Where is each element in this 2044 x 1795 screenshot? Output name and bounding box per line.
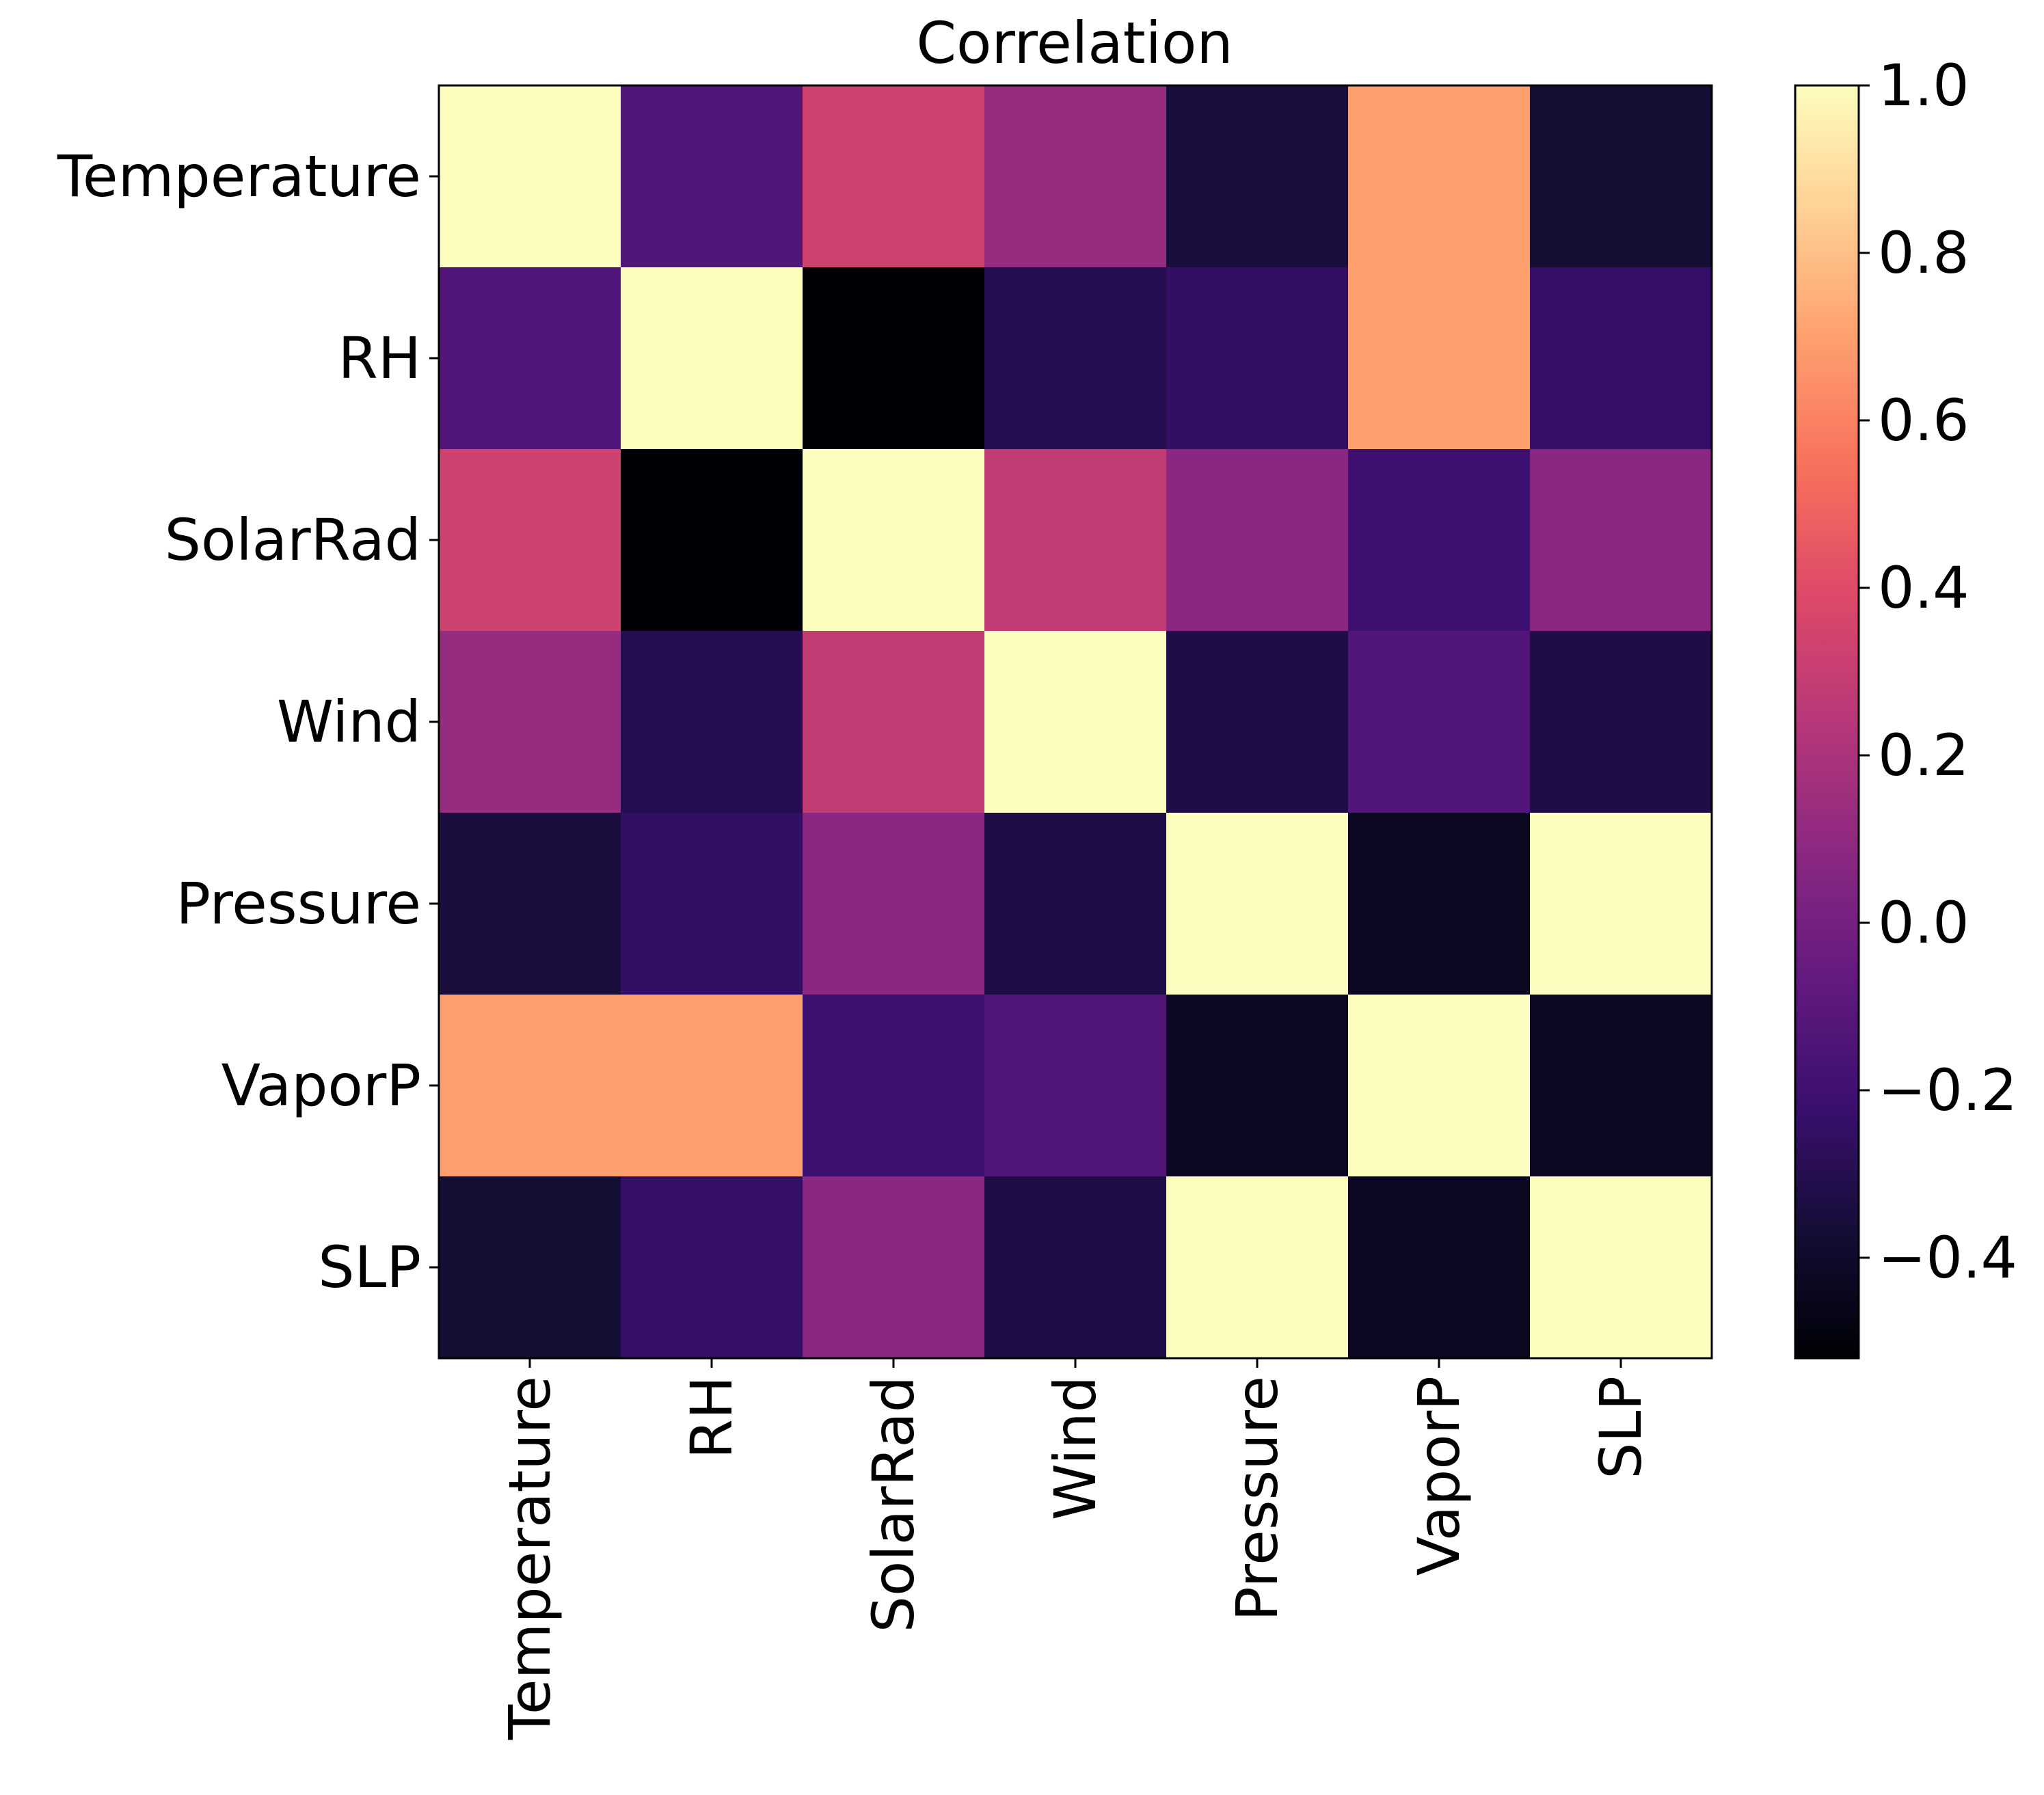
y-tick-label: VaporP — [221, 1052, 421, 1119]
heatmap-cell — [439, 813, 621, 995]
y-tick-label: Pressure — [176, 870, 421, 937]
heatmap-cell — [1166, 85, 1349, 268]
heatmap-cell — [621, 813, 803, 995]
heatmap-cell — [621, 995, 803, 1177]
heatmap-cell — [621, 267, 803, 450]
heatmap-cell — [1348, 449, 1531, 632]
heatmap-cell — [439, 631, 621, 813]
heatmap-cell — [1348, 995, 1531, 1177]
heatmap-cell — [1530, 631, 1712, 813]
y-tick-label: Wind — [277, 688, 421, 755]
heatmap-cell — [1166, 813, 1349, 995]
heatmap-cell — [1530, 267, 1712, 450]
y-axis: Temperature RH SolarRad Wind Pressure VaporP S… — [57, 143, 439, 1301]
heatmap-cell — [1530, 1176, 1712, 1359]
heatmap-cell — [1166, 449, 1349, 632]
x-axis: Temperature RH SolarRad Wind Pressure VaporP S… — [496, 1358, 1654, 1740]
heatmap-cell — [1530, 449, 1712, 632]
heatmap-cell — [803, 1176, 985, 1359]
heatmap-cell — [1530, 813, 1712, 995]
y-tick-label: SolarRad — [165, 507, 421, 573]
colorbar-ticks: −0.4 −0.2 0.0 0.2 0.4 0.6 0.8 1.0 — [1859, 52, 2017, 1291]
colorbar-tick-label: 0.8 — [1878, 219, 1969, 286]
heatmap-cell — [984, 813, 1167, 995]
heatmap-cell — [1166, 1176, 1349, 1359]
heatmap-cell — [984, 267, 1167, 450]
heatmap-cells — [439, 85, 1712, 1359]
heatmap-cell — [621, 449, 803, 632]
heatmap-cell — [439, 995, 621, 1177]
y-tick-label: SLP — [318, 1234, 421, 1301]
x-tick-label: RH — [678, 1376, 745, 1459]
heatmap-cell — [621, 1176, 803, 1359]
x-tick-label: Temperature — [496, 1376, 563, 1740]
heatmap-cell — [1348, 813, 1531, 995]
heatmap-cell — [1166, 631, 1349, 813]
heatmap-cell — [439, 85, 621, 268]
colorbar-tick-label: 0.4 — [1878, 554, 1969, 621]
heatmap-cell — [1348, 1176, 1531, 1359]
heatmap-cell — [984, 1176, 1167, 1359]
colorbar-tick-label: 1.0 — [1878, 52, 1969, 119]
x-tick-label: VaporP — [1406, 1376, 1473, 1576]
heatmap-cell — [1348, 85, 1531, 268]
chart-title: Correlation — [916, 10, 1233, 77]
colorbar-tick-label: 0.2 — [1878, 722, 1969, 789]
heatmap-cell — [803, 995, 985, 1177]
heatmap-cell — [1530, 85, 1712, 268]
colorbar-tick-label: 0.0 — [1878, 889, 1969, 956]
y-tick-label: RH — [338, 325, 421, 392]
y-tick-label: Temperature — [57, 143, 421, 210]
heatmap-cell — [1166, 995, 1349, 1177]
heatmap-cell — [984, 631, 1167, 813]
heatmap-cell — [439, 1176, 621, 1359]
colorbar: −0.4 −0.2 0.0 0.2 0.4 0.6 0.8 1.0 — [1794, 52, 2017, 1360]
heatmap-cell — [1348, 631, 1531, 813]
heatmap-cell — [621, 631, 803, 813]
heatmap-cell — [984, 85, 1167, 268]
heatmap-cell — [984, 449, 1167, 632]
heatmap-cell — [984, 995, 1167, 1177]
colorbar-gradient-bar — [1794, 84, 1860, 1360]
heatmap-cell — [439, 449, 621, 632]
colorbar-tick-label: −0.4 — [1878, 1224, 2017, 1291]
heatmap-cell — [1348, 267, 1531, 450]
heatmap-cell — [803, 449, 985, 632]
x-tick-label: Wind — [1042, 1376, 1109, 1520]
x-tick-label: Pressure — [1224, 1376, 1291, 1621]
heatmap-cell — [1530, 995, 1712, 1177]
heatmap-cell — [803, 85, 985, 268]
x-tick-label: SLP — [1587, 1376, 1654, 1479]
heatmap-cell — [803, 631, 985, 813]
heatmap-cell — [803, 813, 985, 995]
x-tick-label: SolarRad — [860, 1376, 927, 1632]
heatmap-cell — [803, 267, 985, 450]
heatmap-cell — [439, 267, 621, 450]
heatmap-cell — [621, 85, 803, 268]
colorbar-tick-label: −0.2 — [1878, 1057, 2017, 1124]
colorbar-tick-label: 0.6 — [1878, 387, 1969, 454]
heatmap-cell — [1166, 267, 1349, 450]
